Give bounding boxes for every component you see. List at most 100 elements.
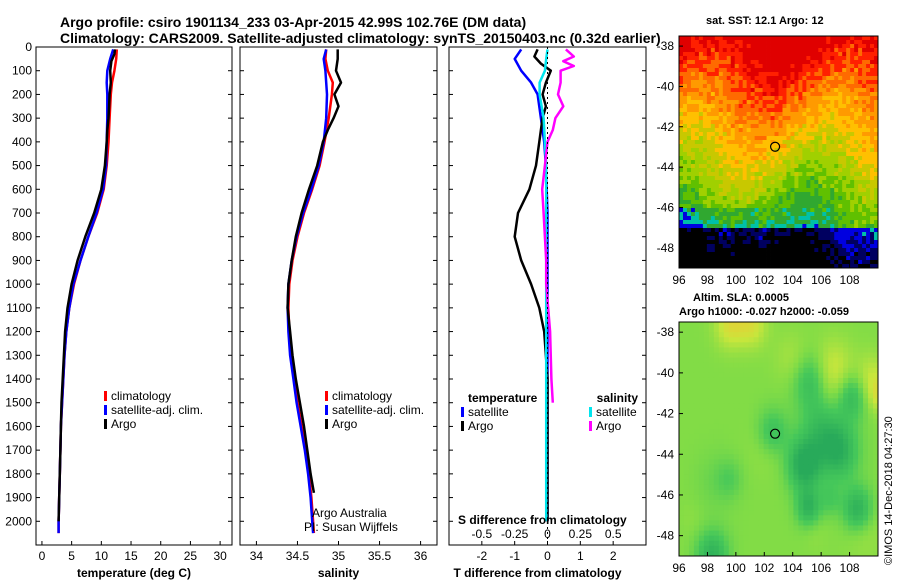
sst-map-cell: [826, 224, 831, 229]
sst-map-cell: [842, 96, 847, 101]
sst-map-cell: [842, 208, 847, 213]
sst-map-cell: [826, 96, 831, 101]
sst-map-cell: [682, 168, 688, 173]
sla-map-cell: [698, 515, 705, 521]
sst-map-cell: [698, 240, 704, 245]
sla-map-cell: [679, 489, 685, 496]
sst-map-cell: [862, 64, 867, 69]
sla-map-cell: [793, 484, 799, 491]
sla-map-cell: [743, 449, 750, 455]
sla-map-cell: [803, 362, 809, 369]
sla-map-cell: [713, 439, 720, 445]
sst-map-cell: [766, 48, 771, 53]
sst-map-cell: [726, 88, 732, 93]
sla-map-cell: [803, 398, 809, 404]
sst-map-cell: [786, 148, 791, 153]
sla-map-cell: [698, 403, 705, 409]
sst-map-cell: [766, 204, 771, 209]
sla-map-cell: [768, 418, 774, 425]
sla-map-cell: [853, 515, 859, 521]
sst-map-cell: [790, 112, 795, 117]
sla-map-cell: [723, 332, 730, 338]
sla-map-cell: [848, 372, 854, 379]
sla-map-cell: [753, 428, 760, 435]
sla-map-cell: [803, 515, 809, 521]
sst-map-cell: [758, 188, 763, 193]
sst-map-cell: [786, 248, 791, 253]
sst-map-cell: [854, 176, 859, 181]
sst-map-cell: [766, 216, 771, 221]
sst-map-cell: [810, 196, 815, 201]
sst-map-cell: [862, 84, 867, 89]
sst-map-cell: [790, 96, 795, 101]
sla-map-cell: [778, 459, 784, 465]
sst-map-cell: [838, 52, 843, 57]
temperature-series-argo: [57, 49, 117, 522]
sla-map-cell: [703, 337, 710, 343]
sla-map-cell: [688, 408, 695, 414]
sst-map-cell: [786, 116, 791, 121]
sla-map-cell: [703, 377, 710, 384]
sla-map-cell: [873, 540, 879, 547]
sla-map-cell: [698, 520, 705, 526]
sla-map-cell: [868, 464, 874, 470]
sla-map-cell: [828, 372, 834, 379]
sst-map-cell: [806, 236, 811, 241]
sla-map-cell: [863, 337, 869, 343]
sst-map-cell: [834, 60, 839, 65]
sst-map-cell: [770, 204, 775, 209]
sst-map-cell: [858, 104, 863, 109]
sla-map-cell: [753, 357, 760, 364]
sla-map-cell: [818, 398, 824, 404]
sst-map-cell: [746, 176, 752, 181]
sla-map-cell: [848, 332, 854, 338]
sla-map-cell: [703, 433, 710, 440]
sst-map-cell: [758, 208, 763, 213]
sla-map-cell: [728, 500, 735, 506]
sst-map-cell: [806, 68, 811, 73]
sla-map-cell: [743, 540, 750, 547]
sst-map-cell: [822, 76, 827, 81]
sla-map-cell: [753, 510, 760, 516]
sst-map-cell: [870, 96, 875, 101]
sla-map-cell: [873, 545, 879, 552]
sla-map-cell: [793, 357, 799, 364]
sst-map-cell: [786, 216, 791, 221]
sst-map-cell: [822, 236, 827, 241]
sla-map-cell: [723, 383, 730, 389]
sst-map-cell: [762, 204, 767, 209]
sst-map-cell: [738, 252, 744, 257]
sst-map-cell: [790, 188, 795, 193]
sst-map-cell: [686, 52, 692, 57]
sst-map-cell: [794, 148, 799, 153]
sst-map-cell: [806, 148, 811, 153]
sla-map-cell: [778, 332, 784, 338]
sla-map-cell: [813, 428, 819, 435]
sst-map-cell: [798, 136, 803, 141]
sla-map-cell: [738, 352, 745, 359]
sla-map-cell: [738, 337, 745, 343]
sst-map-cell: [802, 232, 807, 237]
sla-map-cell: [793, 347, 799, 353]
sla-map-cell: [788, 464, 794, 470]
sst-map-cell: [686, 104, 692, 109]
sst-map-cell: [838, 80, 843, 85]
sla-map-cell: [868, 479, 874, 486]
sst-map-cell: [810, 168, 815, 173]
sla-map-cell: [848, 535, 854, 542]
sst-map-cell: [754, 140, 759, 145]
sla-map-cell: [803, 418, 809, 425]
sst-map-cell: [782, 180, 787, 185]
sst-map-cell: [734, 224, 740, 229]
sst-map-cell: [754, 84, 759, 89]
sst-map-cell: [679, 92, 684, 97]
sst-map-cell: [834, 132, 839, 137]
sla-map-cell: [723, 347, 730, 353]
depth-tick-label: 500: [12, 159, 32, 173]
sla-map-cell: [763, 347, 769, 353]
sla-map-cell: [713, 383, 720, 389]
sst-map-cell: [734, 92, 740, 97]
sla-map-cell: [808, 484, 814, 491]
sst-map-cell: [690, 136, 696, 141]
sst-map-cell: [714, 224, 720, 229]
